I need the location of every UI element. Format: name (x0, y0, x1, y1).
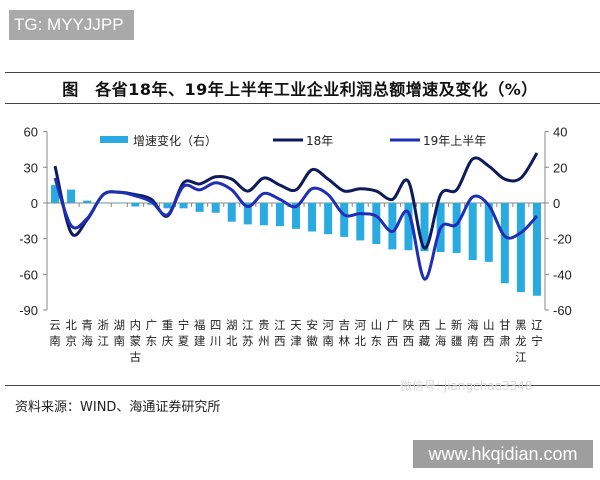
left-tick-label: -30 (19, 232, 38, 247)
category-label: 江苏 (242, 318, 254, 348)
category-label: 山东 (371, 318, 383, 348)
bar-贵州 (259, 202, 268, 226)
bar-青海 (83, 200, 92, 203)
legend-bar-swatch (100, 136, 128, 143)
category-label: 安徽 (306, 318, 318, 348)
category-label: 北京 (65, 318, 77, 348)
bar-山西 (484, 202, 493, 262)
bar-湖北 (227, 202, 236, 222)
bar-海南 (468, 202, 477, 261)
bar-江苏 (243, 202, 252, 225)
right-tick-label: 0 (553, 196, 560, 211)
bar-四川 (211, 202, 220, 213)
bar-广东 (147, 202, 156, 205)
legend-19h1-label: 19年上半年 (423, 134, 486, 148)
category-label: 四川 (210, 318, 222, 348)
category-label: 重庆 (162, 318, 174, 348)
bar-西藏 (420, 202, 429, 252)
chart-title: 图 各省18年、19年上半年工业企业利润总额增速及变化（%） (62, 80, 538, 99)
title-rule-bottom (5, 103, 600, 104)
bar-陕西 (404, 202, 413, 251)
bar-内蒙古 (131, 202, 140, 207)
left-tick-label: 0 (31, 196, 38, 211)
bar-黑龙江 (516, 202, 525, 293)
bar-浙江 (99, 202, 108, 204)
bar-湖南 (115, 202, 124, 204)
right-tick-label: -40 (553, 267, 572, 282)
bar-吉林 (340, 202, 349, 237)
category-label: 湖北 (226, 318, 238, 348)
category-label: 甘肃 (499, 318, 511, 348)
category-label: 新疆 (451, 318, 463, 348)
left-tick-label: 30 (24, 160, 38, 175)
bar-广西 (388, 202, 397, 250)
category-label: 宁夏 (178, 318, 190, 348)
bar-宁夏 (179, 202, 188, 209)
bar-江西 (275, 202, 284, 227)
category-label: 陕西 (403, 318, 415, 348)
category-label: 上海 (435, 318, 447, 348)
category-label: 青海 (81, 318, 93, 348)
right-tick-label: 20 (553, 160, 567, 175)
wechat-watermark: 微信号: jiangchao3348 (400, 379, 533, 393)
right-tick-label: -60 (553, 303, 572, 318)
source-note: 资料来源：WIND、海通证券研究所 (15, 400, 221, 415)
right-tick-label: -20 (553, 232, 572, 247)
category-label: 天津 (290, 318, 302, 348)
bar-甘肃 (500, 202, 509, 284)
category-label: 湖南 (114, 318, 126, 348)
bar-山东 (372, 202, 381, 244)
legend-18-label: 18年 (306, 134, 333, 148)
left-tick-label: -60 (19, 267, 38, 282)
category-label: 河北 (355, 318, 367, 348)
right-tick-label: 40 (553, 125, 567, 140)
bar-重庆 (163, 202, 172, 209)
bar-天津 (292, 202, 300, 229)
category-label: 江西 (274, 318, 286, 348)
category-label: 河南 (322, 318, 334, 348)
category-label: 广东 (146, 318, 158, 348)
category-label: 浙江 (97, 318, 109, 348)
bar-北京 (67, 189, 76, 203)
category-label: 吉林 (338, 318, 350, 348)
category-label: 内蒙古 (130, 318, 142, 364)
bar-福建 (195, 202, 204, 212)
bar-新疆 (452, 202, 461, 253)
category-label: 海南 (467, 318, 479, 348)
category-label: 云南 (49, 318, 61, 348)
line-18 (53, 152, 539, 250)
category-label: 福建 (194, 318, 206, 348)
watermark-site: www.hkqidian.com (413, 440, 593, 468)
chart: 60 30 0 -30 -60 -90 40 20 0 -20 -40 -60 云南北京青海浙江湖南内蒙… (19, 125, 572, 364)
bar-河南 (324, 202, 333, 235)
category-label: 广西 (387, 318, 399, 348)
left-tick-label: -90 (19, 303, 38, 318)
category-label: 西藏 (419, 318, 431, 348)
category-label: 贵州 (258, 318, 270, 348)
watermark-top: TG: MYYJJPP (9, 10, 134, 40)
left-tick-label: 60 (24, 125, 38, 140)
bar-河北 (356, 202, 365, 241)
bar-安徽 (308, 202, 317, 232)
category-label: 黑龙江 (515, 318, 527, 364)
category-label: 辽宁 (531, 318, 543, 348)
source-rule (5, 385, 600, 386)
title-rule-top (5, 72, 600, 73)
bar-云南 (51, 185, 60, 203)
category-label: 山西 (483, 318, 495, 348)
legend-bar-label: 增速变化（右） (133, 133, 217, 148)
bar-辽宁 (532, 202, 541, 296)
